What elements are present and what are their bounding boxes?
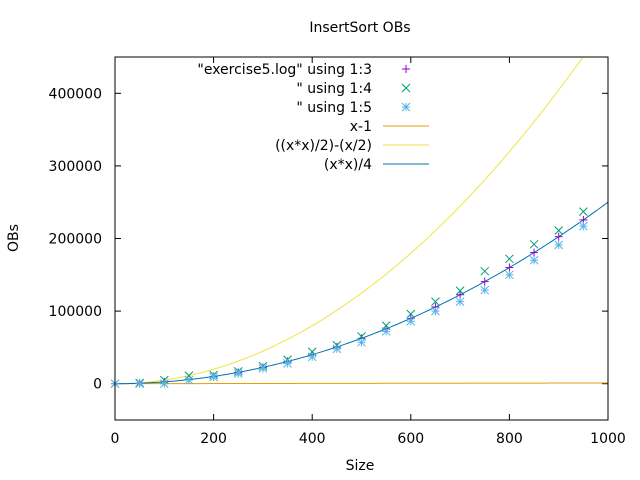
x-tick-label: 200 [200,431,227,447]
data-point [505,254,514,264]
data-point [529,255,539,265]
legend-marker [401,102,411,112]
data-point [406,316,416,326]
data-point [505,270,514,280]
data-point [480,266,490,276]
y-tick-label: 300000 [49,159,102,175]
legend-marker [401,83,411,93]
y-tick-label: 400000 [49,86,102,102]
chart-title: InsertSort OBs [309,20,410,36]
function-curve [115,382,608,385]
y-axis-label: OBs [6,224,22,252]
data-point [554,232,563,241]
data-points [110,207,588,389]
data-point [578,221,588,231]
data-point [505,263,514,272]
data-point [357,337,366,347]
data-point [431,297,440,307]
data-point [530,248,539,257]
data-point [184,371,194,380]
data-point [135,379,145,389]
data-point [332,344,342,354]
data-point [455,286,465,296]
x-tick-label: 600 [397,431,424,447]
data-point [381,327,391,336]
data-point [480,277,489,286]
data-point [159,379,169,388]
legend-label: "exercise5.log" using 1:3 [197,62,372,78]
x-tick-label: 400 [299,431,326,447]
data-point [406,309,416,319]
function-curve [115,57,584,385]
data-point [480,285,490,295]
legend: "exercise5.log" using 1:3 " using 1:4 " us… [197,62,429,173]
x-tick-label: 800 [496,431,523,447]
legend-label: (x*x)/4 [324,157,372,173]
x-axis-label: Size [346,458,375,474]
y-tick-label: 100000 [49,304,102,320]
data-point [209,372,218,382]
axis-ticks: 0 200 400 600 800 1000 0 100000 200000 300000 4000… [49,57,626,447]
y-tick-label: 200000 [49,232,102,248]
legend-label: x-1 [350,119,372,135]
legend-label: " using 1:5 [296,100,372,116]
data-point [307,352,317,362]
data-point [431,306,440,316]
x-tick-label: 0 [111,431,120,447]
data-point [455,297,465,307]
legend-label: ((x*x)/2)-(x/2) [275,138,372,154]
data-point [184,375,194,385]
legend-label: " using 1:4 [296,81,372,97]
data-point [554,240,564,250]
x-tick-label: 1000 [590,431,626,447]
data-point [578,207,588,216]
data-point [258,364,268,373]
legend-marker [402,65,410,73]
data-point [233,369,243,378]
data-point [529,239,539,249]
data-point [554,226,564,235]
plot-border [114,56,609,421]
y-tick-label: 0 [93,377,102,393]
data-point [283,359,292,368]
data-point [456,290,465,299]
